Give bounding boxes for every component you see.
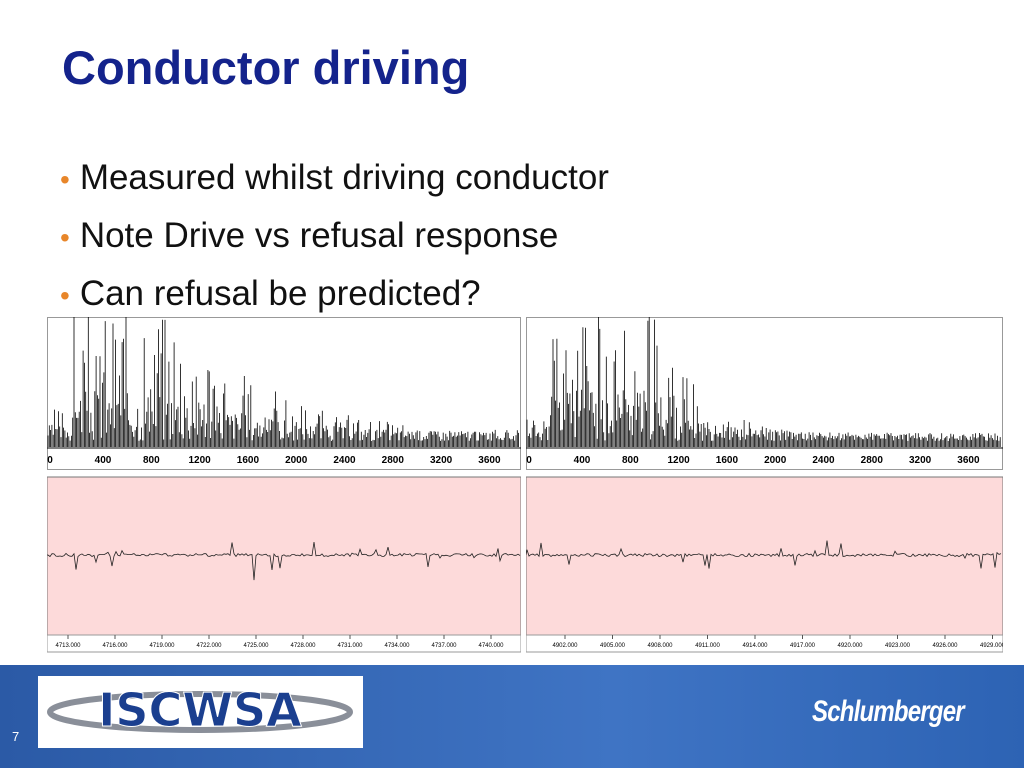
panel: 0 400 800 1200 1600 2000 2400 2800 3200 3600 4713.…	[47, 317, 521, 653]
spectrum-tick-label: 3200	[430, 455, 453, 466]
page-number: 7	[12, 729, 20, 744]
spectrum-tick-label: 1600	[716, 455, 739, 466]
spectrum-tick-label: 800	[622, 455, 639, 466]
spectrum-tick-label: 0	[47, 455, 53, 466]
spectrum-tick-label: 400	[574, 455, 591, 466]
spectrum-tick-label: 2400	[812, 455, 835, 466]
time-tick-label: 4905.000	[600, 643, 626, 649]
time-tick-label: 4737.000	[431, 643, 457, 649]
waveform-background	[47, 476, 521, 636]
time-tick-label: 4725.000	[243, 643, 269, 649]
logo-box: ISCWSA	[38, 676, 363, 748]
time-axis	[526, 634, 1003, 653]
time-tick-label: 4731.000	[337, 643, 363, 649]
time-tick-label: 4929.000	[980, 643, 1003, 649]
time-tick-label: 4716.000	[102, 643, 128, 649]
time-tick-label: 4923.000	[885, 643, 911, 649]
time-tick-label: 4902.000	[552, 643, 578, 649]
spectrum-tick-label: 2800	[861, 455, 884, 466]
spectrum-tick-label: 1600	[237, 455, 260, 466]
spectrum-tick-label: 0	[526, 455, 532, 466]
spectrum-tick-label: 2400	[333, 455, 356, 466]
spectrum-trace	[526, 317, 1001, 447]
time-tick-label: 4728.000	[290, 643, 316, 649]
time-tick-label: 4713.000	[55, 643, 81, 649]
spectrum-tick-label: 800	[143, 455, 160, 466]
waveform-background	[526, 476, 1003, 636]
time-tick-label: 4926.000	[932, 643, 958, 649]
bullet: Note Drive vs refusal response	[60, 212, 609, 270]
time-tick-label: 4719.000	[149, 643, 175, 649]
company-logo: Schlumberger	[812, 695, 965, 728]
time-tick-label: 4722.000	[196, 643, 222, 649]
spectrum-tick-label: 3600	[957, 455, 980, 466]
spectrum-tick-label: 2800	[382, 455, 405, 466]
logo-text: ISCWSA	[98, 683, 302, 737]
spectrum-tick-label: 1200	[667, 455, 690, 466]
spectrum-tick-label: 2000	[285, 455, 308, 466]
spectrum-tick-label: 3600	[478, 455, 501, 466]
panel: 0 400 800 1200 1600 2000 2400 2800 3200 3600 4902.…	[526, 317, 1003, 653]
spectrum-tick-label: 2000	[764, 455, 787, 466]
footer: ISCWSA 7 Schlumberger	[0, 665, 1024, 768]
time-tick-label: 4914.000	[742, 643, 768, 649]
waveform-trace	[47, 541, 521, 581]
time-tick-label: 4911.000	[695, 643, 720, 649]
bullet: Can refusal be predicted?	[60, 270, 609, 328]
time-tick-label: 4917.000	[790, 643, 816, 649]
spectrum-trace	[47, 317, 519, 447]
spectrum-tick-label: 1200	[188, 455, 211, 466]
waveform-trace	[526, 540, 1002, 569]
time-tick-label: 4908.000	[647, 643, 673, 649]
time-axis	[47, 634, 521, 653]
time-tick-label: 4734.000	[384, 643, 410, 649]
logo: ISCWSA	[47, 683, 353, 738]
time-tick-label: 4740.000	[478, 643, 504, 649]
slide-title: Conductor driving	[62, 41, 470, 94]
bullet-list: Measured whilst driving conductor Note D…	[60, 154, 609, 328]
time-tick-label: 4920.000	[837, 643, 863, 649]
bullet: Measured whilst driving conductor	[60, 154, 609, 212]
spectrum-tick-label: 400	[95, 455, 112, 466]
spectrum-tick-label: 3200	[909, 455, 932, 466]
